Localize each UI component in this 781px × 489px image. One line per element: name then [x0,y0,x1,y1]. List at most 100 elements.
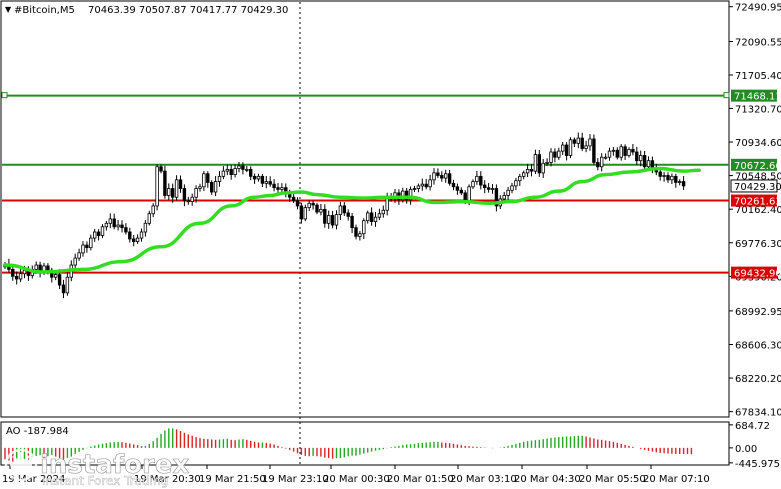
candle-body [369,212,374,222]
time-tick-label: 19 Mar 2024 [2,474,65,485]
candle-body [241,165,245,170]
candle-body [467,186,471,202]
logo-brand-text: instaforex [40,450,190,480]
price-tick-label: 71705.40 [735,71,781,82]
ao-tick-label: 684.72 [735,421,770,432]
level-tag-label: 70261.63 [734,197,781,208]
price-tick-label: 71320.70 [735,104,781,115]
candle-body [486,187,491,190]
logo-tagline-text: Instant Forex Trading [42,474,168,488]
candle-body [611,149,616,152]
candle-body [592,138,596,163]
candle-body [186,200,190,203]
price-tick-label: 68220.20 [735,374,781,385]
candle-body [89,237,93,249]
candle-body [131,238,136,242]
candle-body [315,204,319,213]
candle-body [650,160,655,169]
candle-body [174,179,179,198]
candle-body [346,212,350,217]
candle-body [22,269,27,275]
candle-body [330,215,335,226]
candle-body [73,257,77,266]
time-tick-label: 20 Mar 07:10 [643,474,710,485]
candle-body [436,172,440,176]
candle-body [510,185,514,191]
symbol-label: #Bitcoin,M5 [14,5,75,16]
candle-body [529,168,534,172]
time-tick-label: 20 Mar 05:50 [579,474,646,485]
level-tag [731,158,777,171]
candle-body [678,181,682,183]
level-handle [723,92,730,99]
candle-body [580,137,584,149]
candle-body [14,275,19,280]
candle-body [81,244,85,254]
candle-body [459,189,463,194]
ohlc-label: 70463.39 70507.87 70417.77 70429.30 [88,5,288,16]
candle-body [252,175,257,180]
candle-body [412,188,417,190]
price-axis: 72490.95 72090.55 71705.40 71320.70 70934.60… [729,3,781,419]
candle-body [358,233,362,237]
candle-body [217,175,222,182]
candle-body [11,268,15,277]
dropdown-triangle-icon[interactable]: ▼ [5,5,12,14]
instaforex-logo: instaforex Instant Forex Trading [4,448,190,488]
candle-body [463,192,467,202]
candle-body [447,173,452,184]
candle-body [607,150,612,158]
candle-body [96,231,101,236]
candle-body [46,265,50,271]
candle-body [77,252,81,259]
candle-body [514,180,518,187]
candle-body [541,162,545,174]
candle-body [139,231,144,239]
candle-body [272,183,276,189]
candle-body [525,168,530,174]
candle-body [225,168,229,172]
horizontal-levels [1,92,730,274]
candle-body [213,181,218,193]
candle-body [124,227,128,233]
current-price-label: 70429.30 [734,182,781,193]
price-tick-label: 69776.30 [735,239,781,250]
candle-body [299,205,304,220]
ao-label: AO -187.984 [6,426,69,437]
candle-body [381,209,385,215]
candle-body [646,160,651,168]
candle-body [155,166,159,207]
price-tags: 71468.11 70672.66 70261.63 69432.90 70429.30 [730,89,781,280]
candle-body [639,155,643,162]
candle-body [576,137,580,144]
candle-body [163,170,167,196]
candle-body [549,151,553,163]
level-handle [1,92,8,99]
time-tick-label: 20 Mar 04:30 [514,474,581,485]
candle-body [385,196,389,211]
price-tick-label: 72090.55 [735,38,781,49]
candle-body [100,226,105,236]
candle-body [432,172,436,181]
candle-body [260,175,265,184]
candle-body [229,168,233,176]
candle-body [471,181,475,188]
candle-body [209,182,214,193]
candle-body [572,139,577,144]
candle-body [307,202,311,209]
ao-histogram [4,428,693,462]
time-tick-label: 19 Mar 21:50 [199,474,266,485]
logo-emblem-icon [4,448,38,482]
candle-body [202,173,206,188]
candle-body [666,175,670,181]
candle-body [658,171,662,177]
candle-body [108,218,112,224]
candle-body [537,154,541,174]
candle-body [502,195,506,200]
candle-body [373,216,378,222]
price-tick-label: 72490.95 [735,3,781,14]
candle-body [482,184,487,189]
candle-body [506,189,510,196]
